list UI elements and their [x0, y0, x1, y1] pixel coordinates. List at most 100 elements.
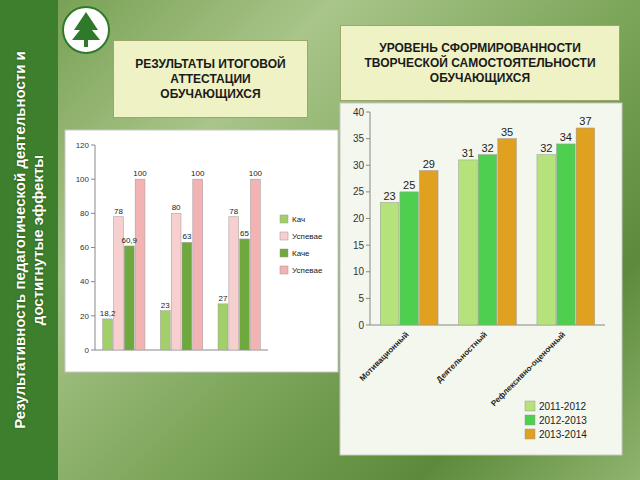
y-tick-label: 60 [80, 243, 89, 252]
data-label: 80 [172, 203, 181, 212]
legend-swatch [280, 232, 288, 240]
y-tick-label: 20 [353, 213, 365, 224]
y-tick [91, 213, 95, 214]
data-labels: 233132253234293537 [383, 115, 591, 202]
data-label: 23 [161, 301, 170, 310]
data-label: 100 [191, 169, 205, 178]
bar [537, 155, 556, 325]
y-tick-label: 0 [85, 346, 90, 355]
bars [380, 128, 594, 325]
side-title: Результативность педагогической деятельн… [0, 0, 58, 480]
legend-swatch [525, 429, 535, 439]
data-label: 65 [240, 229, 249, 238]
data-label: 32 [481, 142, 493, 154]
y-tick-label: 35 [353, 133, 365, 144]
bar [478, 155, 497, 325]
y-tick-label: 120 [76, 141, 90, 150]
y-tick [366, 325, 370, 326]
data-label: 31 [462, 147, 474, 159]
y-tick [91, 145, 95, 146]
bar [557, 144, 576, 325]
legend-swatch [280, 249, 288, 257]
stage: 02040608010012018,2232778807860,96365100… [0, 0, 640, 480]
y-tick [366, 271, 370, 272]
data-label: 100 [133, 169, 147, 178]
data-label: 25 [403, 179, 415, 191]
chart-box [340, 103, 622, 455]
legend-swatch [525, 415, 535, 425]
y-tick-label: 20 [80, 312, 89, 321]
chart-title: РЕЗУЛЬТАТЫ ИТОГОВОЙ АТТЕСТАЦИИ ОБУЧАЮЩИХ… [113, 40, 308, 118]
data-label: 63 [182, 232, 191, 241]
bar [250, 179, 260, 350]
y-tick [91, 315, 95, 316]
data-label: 23 [383, 190, 395, 202]
logo-circle [63, 7, 109, 53]
chart: 02040608010012018,2232778807860,96365100… [65, 130, 338, 372]
bar [103, 319, 113, 350]
bar [576, 128, 595, 325]
legend: 2011-2012 2012-2013 2013-2014 [525, 401, 587, 440]
y-tick-label: 100 [76, 175, 90, 184]
y-tick [366, 138, 370, 139]
y-tick [366, 298, 370, 299]
x-tick-label: Деятельностный [435, 330, 489, 384]
y-tick-label: 5 [358, 293, 364, 304]
y-tick [366, 218, 370, 219]
legend-label: 2011-2012 [539, 401, 587, 412]
data-label: 78 [114, 207, 123, 216]
bar [380, 203, 399, 325]
legend-label: Успевае [292, 266, 323, 275]
legend-label: 2012-2013 [539, 415, 587, 426]
x-tick-label: Рефлексивно-оценочный [489, 330, 567, 408]
data-label: 60,9 [121, 236, 137, 245]
y-tick-label: 40 [353, 107, 365, 118]
legend-swatch [280, 215, 288, 223]
data-label: 18,2 [100, 309, 116, 318]
y-tick [91, 179, 95, 180]
y-tick [366, 245, 370, 246]
data-label: 37 [579, 115, 591, 127]
chart-box [65, 130, 338, 372]
bar [124, 246, 134, 350]
data-label: 78 [229, 207, 238, 216]
bar [229, 217, 239, 350]
y-tick-label: 30 [353, 160, 365, 171]
bar [160, 311, 170, 350]
y-tick-label: 10 [353, 266, 365, 277]
bar [240, 239, 250, 350]
y-tick [91, 247, 95, 248]
bar [182, 242, 192, 350]
y-tick-label: 15 [353, 240, 365, 251]
bar [459, 160, 478, 325]
chart: 0510152025303540233132253234293537Мотива… [340, 103, 622, 455]
chart-title: УРОВЕНЬ СФОРМИРОВАННОСТИ ТВОРЧЕСКОЙ САМО… [340, 25, 620, 101]
legend-label: Кач [292, 215, 305, 224]
y-tick-label: 40 [80, 277, 89, 286]
data-label: 27 [218, 294, 227, 303]
data-labels: 18,2232778807860,96365100100100 [100, 169, 263, 318]
y-tick [366, 165, 370, 166]
bar [400, 192, 419, 325]
logo-tree [72, 12, 100, 40]
y-tick [366, 191, 370, 192]
y-tick-label: 25 [353, 186, 365, 197]
data-label: 34 [560, 131, 572, 143]
y-tick-label: 0 [358, 320, 364, 331]
x-tick-label: Мотивационный [358, 330, 411, 383]
bar [171, 213, 181, 350]
data-label: 32 [540, 142, 552, 154]
legend-label: 2013-2014 [539, 429, 587, 440]
bar [498, 139, 517, 325]
y-tick [91, 281, 95, 282]
logo-trunk [84, 40, 88, 47]
legend: КачУспеваеКачеУспевае [280, 215, 323, 275]
bar [419, 171, 438, 325]
bar [218, 304, 228, 350]
y-tick [366, 112, 370, 113]
bars [103, 179, 261, 350]
y-tick [91, 350, 95, 351]
bar [135, 179, 145, 350]
bar [193, 179, 203, 350]
legend-label: Каче [292, 249, 310, 258]
